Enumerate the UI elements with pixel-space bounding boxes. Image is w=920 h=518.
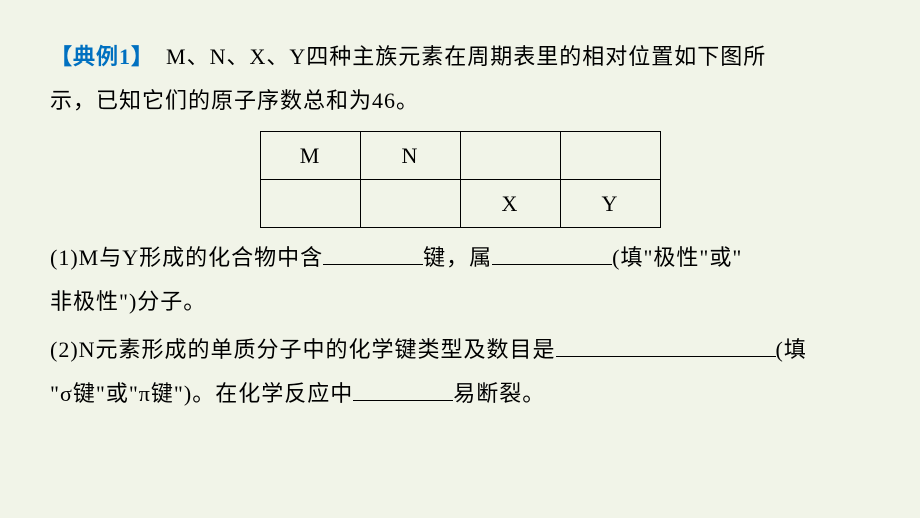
cell-empty: [560, 132, 660, 180]
problem-line2: 示，已知它们的原子序数总和为46。: [50, 79, 870, 123]
cell-x: X: [460, 180, 560, 228]
q1-line2: 非极性")分子。: [50, 280, 870, 324]
cell-y: Y: [560, 180, 660, 228]
blank-field: [492, 243, 612, 265]
blank-field: [323, 243, 423, 265]
cell-n: N: [360, 132, 460, 180]
cell-empty: [460, 132, 560, 180]
q2-suffix: (填: [776, 337, 807, 362]
blank-field: [353, 379, 453, 401]
cell-empty: [260, 180, 360, 228]
q2-prefix: (2)N元素形成的单质分子中的化学键类型及数目是: [50, 337, 556, 362]
problem-header: 【典例1】 M、N、X、Y四种主族元素在周期表里的相对位置如下图所: [50, 35, 870, 79]
q1-prefix: (1)M与Y形成的化合物中含: [50, 245, 323, 270]
table-row: M N: [260, 132, 660, 180]
q2-line2: "σ键"或"π键")。在化学反应中 易断裂。: [50, 372, 870, 416]
question-2: (2)N元素形成的单质分子中的化学键类型及数目是 (填: [50, 328, 870, 372]
q1-mid1: 键，属: [423, 245, 492, 270]
periodic-table: M N X Y: [260, 131, 661, 228]
periodic-table-wrapper: M N X Y: [50, 131, 870, 228]
q1-mid2: (填"极性"或": [612, 245, 742, 270]
question-1: (1)M与Y形成的化合物中含 键，属 (填"极性"或": [50, 236, 870, 280]
table-row: X Y: [260, 180, 660, 228]
q2-line2-suffix: 易断裂。: [453, 381, 545, 406]
q2-line2-prefix: "σ键"或"π键")。在化学反应中: [50, 381, 353, 406]
cell-m: M: [260, 132, 360, 180]
problem-line1: M、N、X、Y四种主族元素在周期表里的相对位置如下图所: [143, 44, 766, 69]
example-label: 【典例1】: [50, 44, 143, 69]
cell-empty: [360, 180, 460, 228]
blank-field: [556, 335, 776, 357]
